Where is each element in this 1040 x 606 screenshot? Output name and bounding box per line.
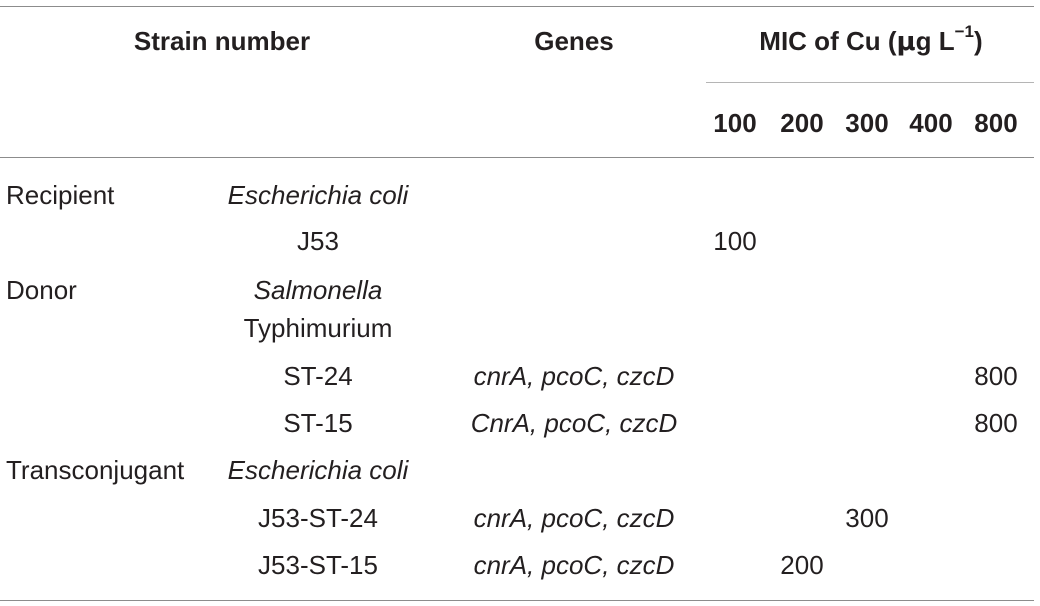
row-strain: Escherichia coli (227, 455, 409, 485)
header-conc-200: 200 (780, 108, 824, 138)
row-strain: ST-15 (283, 408, 353, 438)
row-mic-value: 800 (974, 408, 1018, 438)
header-mic-exp: −1 (954, 22, 975, 42)
header-mic-suffix: ) (974, 26, 983, 56)
header-conc-300: 300 (845, 108, 889, 138)
row-genes: cnrA, pcoC, czcD (473, 361, 675, 391)
header-mic-unit: g L (915, 26, 955, 56)
row-strain: Escherichia coli (227, 180, 409, 210)
row-strain: Typhimurium (243, 313, 393, 343)
header-genes: Genes (534, 26, 614, 56)
header-mic: MIC of Cu (μg L−1) (759, 23, 983, 57)
row-genes: CnrA, pcoC, czcD (470, 408, 678, 438)
header-strain-number: Strain number (133, 26, 311, 56)
header-conc-100: 100 (713, 108, 757, 138)
bottom-rule (0, 600, 1034, 601)
row-strain: J53-ST-15 (258, 550, 378, 580)
row-group-donor: Donor (6, 275, 77, 305)
row-strain: J53-ST-24 (258, 503, 378, 533)
row-mic-value: 200 (780, 550, 824, 580)
row-mic-value: 800 (974, 361, 1018, 391)
mic-subheader-rule (706, 82, 1034, 83)
header-bottom-rule (0, 157, 1034, 158)
header-conc-400: 400 (909, 108, 953, 138)
row-strain: Salmonella (253, 275, 383, 305)
header-mic-mu: μ (896, 27, 916, 57)
row-genes: cnrA, pcoC, czcD (473, 503, 675, 533)
header-conc-800: 800 (974, 108, 1018, 138)
row-strain: ST-24 (283, 361, 353, 391)
top-rule (0, 6, 1034, 7)
row-mic-value: 100 (713, 226, 757, 256)
header-mic-prefix: MIC of Cu ( (759, 26, 897, 56)
row-group-transconjugant: Transconjugant (6, 455, 185, 485)
row-strain: J53 (297, 226, 339, 256)
row-genes: cnrA, pcoC, czcD (473, 550, 675, 580)
row-group-recipient: Recipient (6, 180, 115, 210)
row-mic-value: 300 (845, 503, 889, 533)
